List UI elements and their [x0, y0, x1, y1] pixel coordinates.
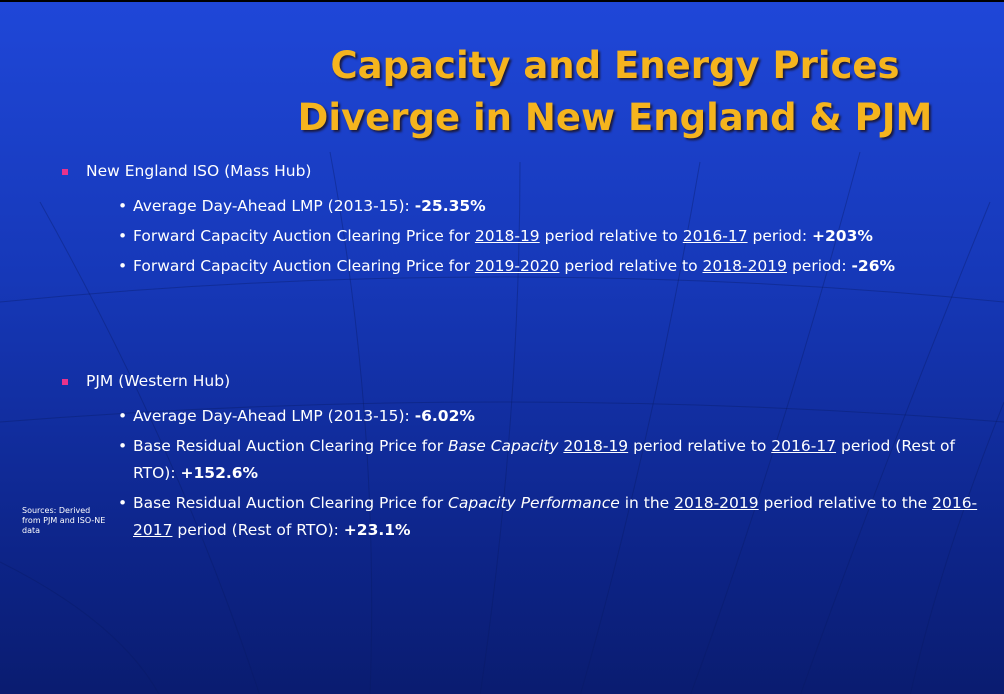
text-run: period relative to the	[758, 494, 933, 512]
text-run: in the	[619, 494, 675, 512]
text-run: 2018-2019	[674, 494, 759, 512]
text-run: -26%	[851, 257, 896, 275]
text-run: period relative to	[628, 437, 772, 455]
text-run: 2019-2020	[474, 257, 560, 275]
section-heading: New England ISO (Mass Hub)	[62, 158, 1004, 185]
section: New England ISO (Mass Hub) Average Day-Ah…	[0, 158, 1004, 280]
text-run: +23.1%	[343, 521, 411, 539]
text-run: 2016-2017	[133, 494, 978, 539]
bullet-item: Forward Capacity Auction Clearing Price …	[118, 253, 933, 280]
text-run: period relative to	[539, 227, 683, 245]
title-line: Capacity and Energy Prices	[330, 44, 900, 87]
bullet-item: Base Residual Auction Clearing Price for…	[118, 490, 978, 544]
text-run: Base Residual Auction Clearing Price for	[133, 494, 449, 512]
text-run: Average Day-Ahead LMP (2013-15):	[133, 197, 415, 215]
text-run: 2018-19	[474, 227, 540, 245]
text-run: 2016-17	[682, 227, 748, 245]
text-run: 2016-17	[771, 437, 837, 455]
text-run: Average Day-Ahead LMP (2013-15):	[133, 407, 415, 425]
bullet-item: Base Residual Auction Clearing Price for…	[118, 433, 978, 487]
slide-title: Capacity and Energy Prices Diverge in Ne…	[230, 40, 1000, 144]
text-run: -25.35%	[414, 197, 486, 215]
source-note: Sources: Derived from PJM and ISO-NE dat…	[22, 506, 106, 535]
text-run: Base Capacity	[448, 437, 559, 455]
section: PJM (Western Hub) Average Day-Ahead LMP (…	[0, 368, 1004, 544]
text-run: 2018-19	[563, 437, 629, 455]
bullet-list: Average Day-Ahead LMP (2013-15): -25.35%…	[0, 193, 1004, 280]
bullet-item: Forward Capacity Auction Clearing Price …	[118, 223, 978, 250]
text-run: -6.02%	[414, 407, 475, 425]
text-run: period relative to	[559, 257, 703, 275]
bullet-item: Average Day-Ahead LMP (2013-15): -25.35%	[118, 193, 933, 220]
text-run: Forward Capacity Auction Clearing Price …	[133, 257, 475, 275]
title-line: Diverge in New England & PJM	[297, 96, 933, 139]
text-run: +152.6%	[180, 464, 259, 482]
text-run: +203%	[812, 227, 873, 245]
text-run: Capacity Performance	[448, 494, 620, 512]
bullet-item: Average Day-Ahead LMP (2013-15): -6.02%	[118, 403, 978, 430]
text-run: Forward Capacity Auction Clearing Price …	[133, 227, 475, 245]
section-heading: PJM (Western Hub)	[62, 368, 1004, 395]
text-run: 2018-2019	[702, 257, 788, 275]
text-run: Base Residual Auction Clearing Price for	[133, 437, 449, 455]
text-run: period:	[747, 227, 813, 245]
text-run: period (Rest of RTO):	[172, 521, 344, 539]
text-run: period (Rest of RTO):	[133, 437, 960, 482]
text-run: period:	[787, 257, 852, 275]
bullet-list: Average Day-Ahead LMP (2013-15): -6.02% B…	[0, 403, 1004, 544]
